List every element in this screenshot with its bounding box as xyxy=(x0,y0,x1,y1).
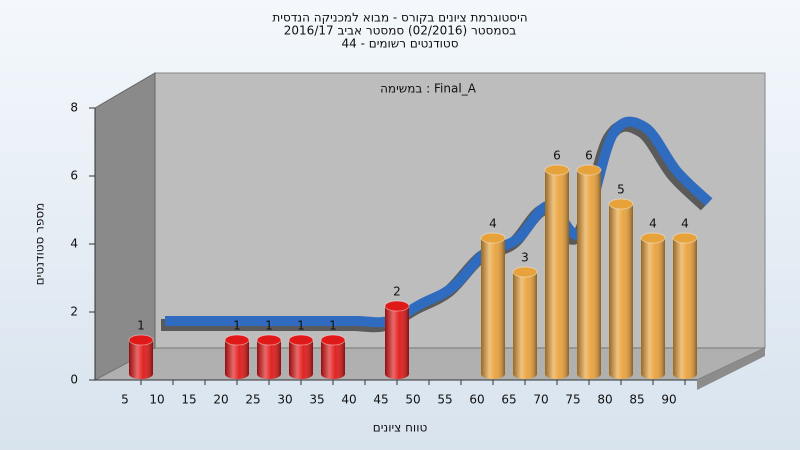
trend-ribbon xyxy=(165,116,713,328)
bar-shading xyxy=(545,170,569,379)
data-label: 6 xyxy=(553,149,561,163)
x-tick-label: 90 xyxy=(661,393,676,407)
bar-shading xyxy=(129,340,153,379)
floor-edge xyxy=(697,348,765,390)
x-tick-label: 20 xyxy=(213,393,228,407)
bar-top xyxy=(544,164,570,176)
data-label: 5 xyxy=(617,183,625,197)
x-tick-label: 10 xyxy=(149,393,164,407)
bar-shading xyxy=(577,170,601,379)
data-label: 1 xyxy=(297,319,305,333)
bar-top xyxy=(608,198,634,210)
x-axis-label: טווח ציונים xyxy=(373,421,428,435)
data-label: 4 xyxy=(681,217,689,231)
x-tick-label: 5 xyxy=(121,393,129,407)
x-tick-label: 15 xyxy=(181,393,196,407)
bar-top xyxy=(480,232,506,244)
bar-top xyxy=(512,266,538,278)
bar-shading xyxy=(385,306,409,379)
bar-shading xyxy=(257,340,281,379)
data-label: 1 xyxy=(137,319,145,333)
bar-top xyxy=(224,334,250,346)
side-wall xyxy=(94,72,156,381)
bar-shading xyxy=(641,238,665,379)
x-tick-label: 50 xyxy=(405,393,420,407)
x-tick-label: 30 xyxy=(277,393,292,407)
bar-top xyxy=(128,334,154,346)
bar-top xyxy=(256,334,282,346)
y-tick-label: 4 xyxy=(70,237,78,251)
bar-shading xyxy=(609,204,633,379)
data-label: 2 xyxy=(393,285,401,299)
data-label: 1 xyxy=(329,319,337,333)
x-tick-label: 25 xyxy=(245,393,260,407)
data-label: 3 xyxy=(521,251,529,265)
bar-top xyxy=(576,164,602,176)
bar-shading xyxy=(289,340,313,379)
bar-top xyxy=(672,232,698,244)
x-tick-label: 75 xyxy=(565,393,580,407)
x-tick-label: 70 xyxy=(533,393,548,407)
bar-shading xyxy=(673,238,697,379)
chart-subtitle: סטודנטים רשומים - 44 xyxy=(341,37,458,51)
data-label: 4 xyxy=(649,217,657,231)
y-tick-label: 2 xyxy=(70,305,78,319)
y-tick-label: 6 xyxy=(70,169,78,183)
x-tick-label: 60 xyxy=(469,393,484,407)
x-tick-label: 85 xyxy=(629,393,644,407)
bar-shading xyxy=(513,272,537,379)
bar-top xyxy=(384,300,410,312)
data-label: 4 xyxy=(489,217,497,231)
x-tick-label: 35 xyxy=(309,393,324,407)
y-tick-label: 8 xyxy=(70,101,78,115)
data-label: 1 xyxy=(233,319,241,333)
x-tick-label: 80 xyxy=(597,393,612,407)
annotation: במשימה : Final_A xyxy=(380,82,477,96)
x-tick-label: 40 xyxy=(341,393,356,407)
y-tick-label: 0 xyxy=(70,373,78,387)
bar-shading xyxy=(321,340,345,379)
data-label: 6 xyxy=(585,149,593,163)
x-tick-label: 55 xyxy=(437,393,452,407)
bar-top xyxy=(288,334,314,346)
y-axis-label: מספר סטודנטים xyxy=(33,203,47,286)
bar-shading xyxy=(481,238,505,379)
data-label: 1 xyxy=(265,319,273,333)
bar-top xyxy=(320,334,346,346)
bar-top xyxy=(640,232,666,244)
x-tick-label: 45 xyxy=(373,393,388,407)
chart-title: היסטוגרמת ציונים בקורס - מבוא למכניקה הנ… xyxy=(272,11,527,25)
bar-shading xyxy=(225,340,249,379)
chart-subtitle: בסמסטר (02/2016) סמסטר אביב 2016/17 xyxy=(284,24,516,38)
x-tick-label: 65 xyxy=(501,393,516,407)
